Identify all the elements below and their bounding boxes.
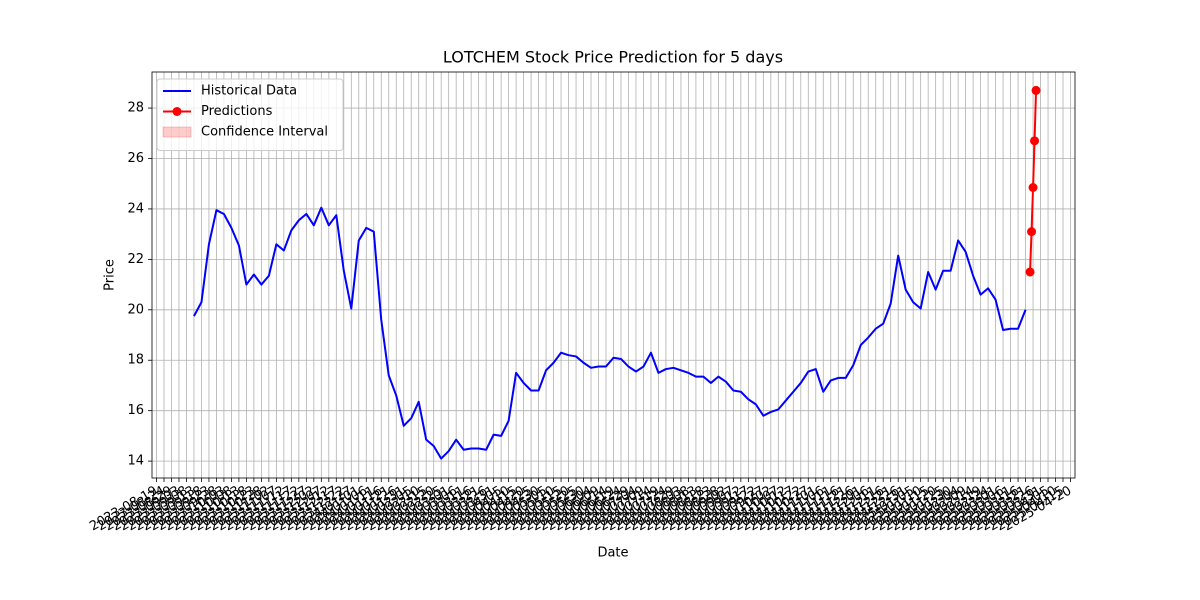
data-point (1027, 227, 1037, 237)
y-tick-label: 14 (127, 454, 144, 469)
legend: Historical Data Predictions Confidence Int… (156, 78, 344, 151)
data-point (1025, 267, 1035, 277)
legend-label: Confidence Interval (201, 125, 328, 140)
legend-marker (172, 107, 182, 116)
legend-swatch (162, 126, 192, 138)
legend-label: Historical Data (201, 84, 297, 99)
legend-label: Predictions (201, 104, 273, 119)
x-axis-label: Date (597, 546, 628, 561)
y-tick-label: 26 (127, 151, 144, 166)
y-tick-label: 16 (127, 403, 144, 418)
plot-frame (151, 71, 1076, 479)
chart-title: LOTCHEM Stock Price Prediction for 5 day… (443, 48, 783, 67)
y-tick-label: 18 (127, 353, 144, 368)
y-tick-label: 24 (127, 201, 144, 216)
y-tick-label: 20 (127, 302, 144, 317)
y-tick-label: 28 (127, 101, 144, 116)
y-tick-label: 22 (127, 252, 144, 267)
data-point (1030, 136, 1040, 146)
legend-box (156, 78, 344, 151)
data-point (1031, 85, 1041, 95)
y-axis-label: Price (103, 259, 118, 291)
series-line (193, 206, 1027, 460)
data-point (1028, 182, 1038, 192)
